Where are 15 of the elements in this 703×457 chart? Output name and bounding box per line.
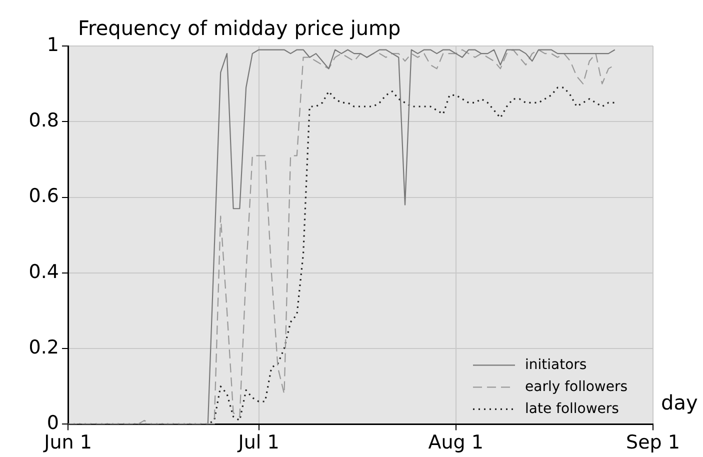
y-tick-label: 0 xyxy=(46,412,59,434)
x-tick-label: Sep 1 xyxy=(626,432,680,454)
chart-title: Frequency of midday price jump xyxy=(78,16,401,40)
x-tick-label: Jun 1 xyxy=(43,432,92,454)
x-tick-label: Aug 1 xyxy=(428,432,484,454)
y-tick-label: 0.8 xyxy=(28,110,59,132)
legend-label: initiators xyxy=(525,356,587,373)
x-axis-title: day xyxy=(661,390,698,414)
legend-label: early followers xyxy=(525,378,628,395)
legend-label: late followers xyxy=(525,400,619,417)
y-tick-label: 0.6 xyxy=(28,185,59,208)
y-tick-label: 0.2 xyxy=(28,336,59,358)
y-tick-label: 1 xyxy=(46,34,59,56)
x-tick-label: Jul 1 xyxy=(237,432,280,454)
y-tick-label: 0.4 xyxy=(28,260,59,283)
